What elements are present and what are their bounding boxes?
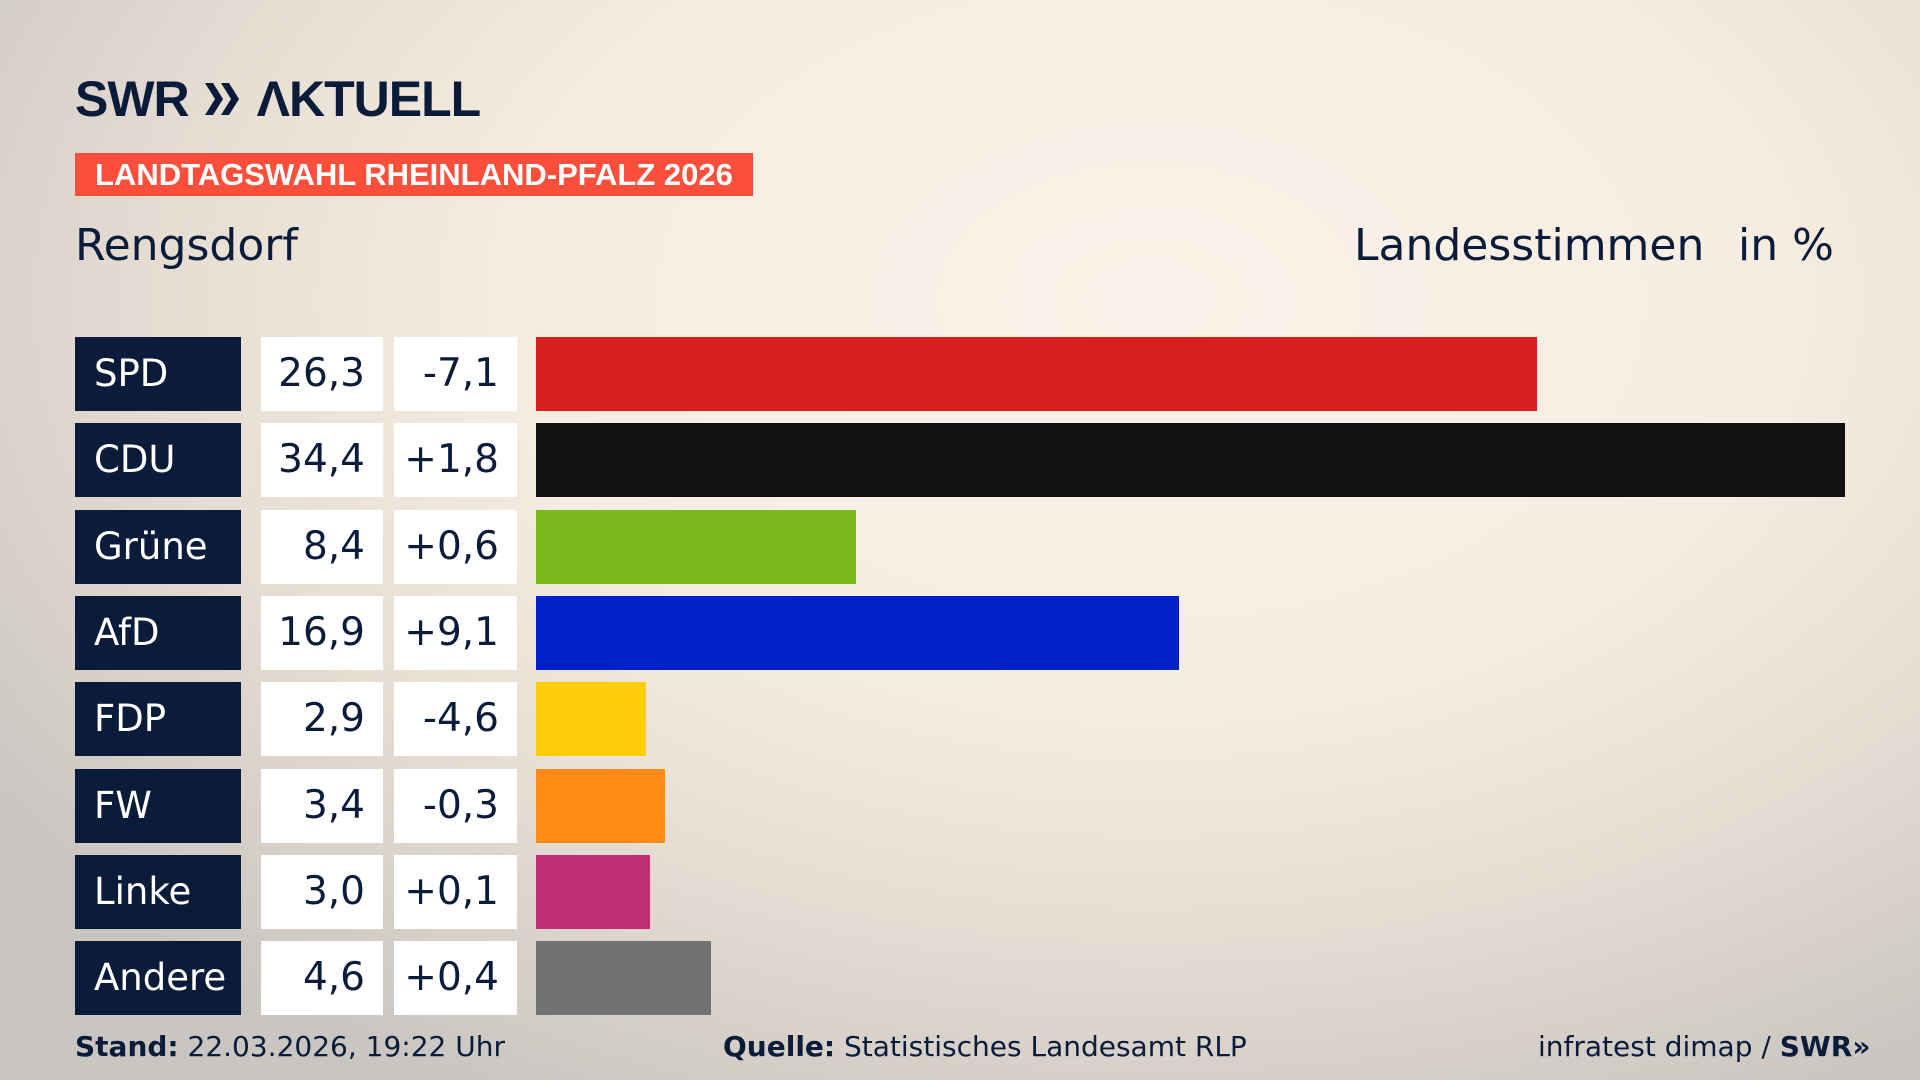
party-change: +0,4 bbox=[394, 941, 517, 1016]
party-change: -0,3 bbox=[394, 768, 517, 843]
source-value: Statistisches Landesamt RLP bbox=[835, 1030, 1247, 1063]
party-bar bbox=[536, 682, 647, 757]
party-change: +0,6 bbox=[394, 509, 517, 584]
party-bar bbox=[536, 941, 712, 1016]
party-value: 8,4 bbox=[261, 509, 383, 584]
credit: infratest dimap / SWR» bbox=[1538, 1030, 1870, 1063]
source: Quelle: Statistisches Landesamt RLP bbox=[723, 1030, 1247, 1063]
stand-label: Stand: bbox=[75, 1030, 179, 1063]
party-value: 16,9 bbox=[261, 595, 383, 670]
party-bar bbox=[536, 595, 1180, 670]
party-value: 2,9 bbox=[261, 682, 383, 757]
party-name: Andere bbox=[75, 941, 241, 1016]
double-chevron-icon: » bbox=[1852, 1030, 1871, 1063]
party-name: AfD bbox=[75, 595, 241, 670]
party-value: 3,4 bbox=[261, 768, 383, 843]
party-value: 26,3 bbox=[261, 337, 383, 411]
double-chevron-icon bbox=[204, 83, 239, 115]
stand-value: 22.03.2026, 19:22 Uhr bbox=[178, 1030, 505, 1063]
party-name: SPD bbox=[75, 337, 241, 411]
measure-label: Landesstimmen bbox=[1354, 220, 1705, 271]
party-bar bbox=[536, 509, 856, 584]
source-label: Quelle: bbox=[723, 1030, 836, 1063]
party-value: 4,6 bbox=[261, 941, 383, 1016]
party-name: Grüne bbox=[75, 509, 241, 584]
party-bar bbox=[536, 854, 651, 929]
party-change: -7,1 bbox=[394, 337, 517, 411]
stand: Stand: 22.03.2026, 19:22 Uhr bbox=[75, 1030, 505, 1063]
election-badge: LANDTAGSWAHL RHEINLAND-PFALZ 2026 bbox=[75, 153, 753, 196]
credit-text: infratest dimap / bbox=[1538, 1030, 1780, 1063]
party-change: +9,1 bbox=[394, 595, 517, 670]
party-name: FW bbox=[75, 768, 241, 843]
party-name: CDU bbox=[75, 423, 241, 498]
party-name: FDP bbox=[75, 682, 241, 757]
swr-aktuell-logo: SWR ΛKTUELL bbox=[75, 71, 481, 127]
place-title: Rengsdorf bbox=[75, 220, 298, 271]
party-bar bbox=[536, 337, 1537, 411]
party-name: Linke bbox=[75, 854, 241, 929]
party-change: +0,1 bbox=[394, 854, 517, 929]
party-change: +1,8 bbox=[394, 423, 517, 498]
credit-brand: SWR bbox=[1779, 1030, 1853, 1063]
party-change: -4,6 bbox=[394, 682, 517, 757]
party-value: 34,4 bbox=[261, 423, 383, 498]
party-bar bbox=[536, 423, 1845, 498]
unit-label: in % bbox=[1738, 220, 1834, 271]
party-bar bbox=[536, 768, 666, 843]
party-value: 3,0 bbox=[261, 854, 383, 929]
